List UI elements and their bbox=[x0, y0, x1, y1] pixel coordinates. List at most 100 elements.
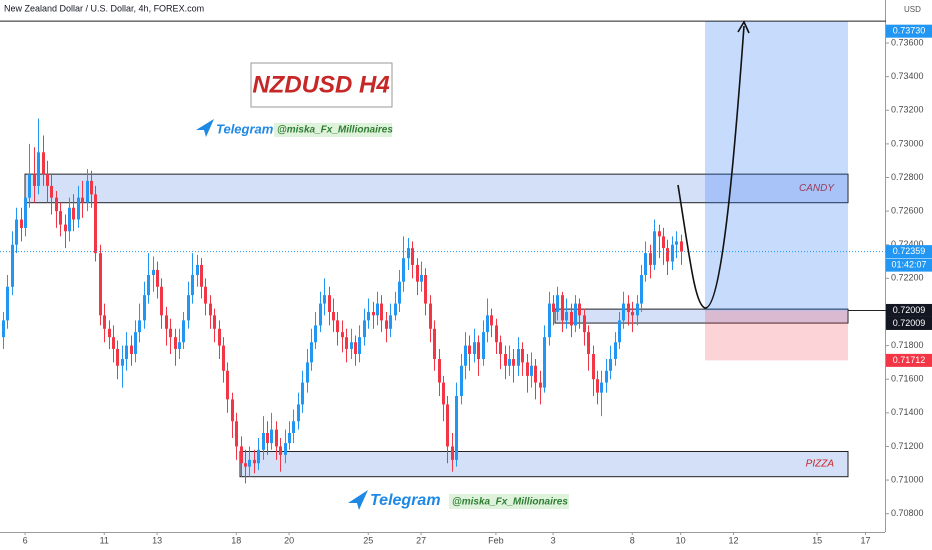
candle-body bbox=[411, 248, 414, 265]
candle-body bbox=[508, 359, 511, 366]
candle-body bbox=[438, 359, 441, 383]
candle-body bbox=[222, 345, 225, 371]
candle-body bbox=[644, 253, 647, 275]
y-tick-label: 0.73600 bbox=[891, 37, 924, 47]
y-tick-label: 0.71200 bbox=[891, 441, 924, 451]
candle-body bbox=[442, 382, 445, 405]
x-tick-label: 3 bbox=[551, 535, 556, 545]
candle-body bbox=[433, 328, 436, 360]
x-tick-label: 10 bbox=[676, 535, 686, 545]
candle-body bbox=[358, 337, 361, 354]
candle-body bbox=[240, 446, 243, 464]
candle-body bbox=[152, 269, 155, 275]
candle-body bbox=[178, 342, 181, 349]
candle-body bbox=[231, 399, 234, 422]
candle-body bbox=[323, 295, 326, 304]
candle-body bbox=[345, 337, 348, 349]
candle-body bbox=[539, 382, 542, 388]
candle-body bbox=[526, 362, 529, 376]
telegram-handle: @miska_Fx_Millionaires bbox=[277, 125, 393, 136]
candle-body bbox=[530, 365, 533, 376]
candle-body bbox=[600, 382, 603, 393]
y-tick-label: 0.71400 bbox=[891, 407, 924, 417]
candle-body bbox=[306, 362, 309, 383]
candle-body bbox=[270, 429, 273, 444]
candle-body bbox=[213, 315, 216, 329]
candle-body bbox=[72, 207, 75, 220]
candle-body bbox=[618, 320, 621, 343]
candle-body bbox=[631, 311, 634, 316]
candle-body bbox=[556, 295, 559, 312]
candle-body bbox=[517, 348, 520, 366]
candle-body bbox=[402, 258, 405, 282]
candle-body bbox=[301, 382, 304, 405]
candle-body bbox=[59, 211, 62, 225]
telegram-label: Telegram bbox=[370, 492, 441, 509]
y-tick-label: 0.72400 bbox=[891, 239, 924, 249]
countdown: 01:42:07 bbox=[891, 260, 926, 270]
zone-label: CANDY bbox=[799, 183, 835, 194]
target-label: 0.73730 bbox=[893, 26, 926, 36]
telegram-handle: @miska_Fx_Millionaires bbox=[452, 497, 568, 508]
candle-body bbox=[174, 337, 177, 349]
candle-body bbox=[147, 274, 150, 296]
candle-body bbox=[675, 241, 678, 245]
handle-bg bbox=[274, 123, 392, 137]
candle-body bbox=[253, 459, 256, 464]
candle-body bbox=[341, 332, 344, 338]
target-label-bg bbox=[886, 24, 932, 38]
candle-body bbox=[50, 185, 53, 198]
candle-body bbox=[596, 379, 599, 393]
candle-body bbox=[446, 404, 449, 447]
candle-body bbox=[103, 315, 106, 329]
candle-body bbox=[649, 253, 652, 265]
candle-body bbox=[328, 295, 331, 312]
candle-body bbox=[636, 303, 639, 316]
candle-body bbox=[297, 404, 300, 422]
candle-body bbox=[182, 320, 185, 343]
badge-box bbox=[250, 62, 393, 108]
candle-body bbox=[77, 197, 80, 220]
candle-body bbox=[486, 315, 489, 333]
candle-body bbox=[138, 320, 141, 333]
y-tick-label: 0.73400 bbox=[891, 71, 924, 81]
candle-body bbox=[134, 332, 137, 354]
candle-body bbox=[262, 432, 265, 450]
candle-body bbox=[662, 236, 665, 249]
candle-body bbox=[226, 370, 229, 400]
x-tick-label: 12 bbox=[728, 535, 738, 545]
candle-body bbox=[42, 152, 45, 175]
chart-title: New Zealand Dollar / U.S. Dollar, 4h, FO… bbox=[4, 3, 204, 13]
y-tick-label: 0.71800 bbox=[891, 340, 924, 350]
candle-body bbox=[424, 274, 427, 304]
candle-body bbox=[20, 219, 23, 228]
candle-body bbox=[11, 244, 14, 287]
x-tick-label: Feb bbox=[488, 535, 504, 545]
stop-label-bg bbox=[886, 353, 932, 367]
zone-label: PIZZA bbox=[806, 459, 835, 470]
candle-body bbox=[451, 446, 454, 460]
x-tick-label: 11 bbox=[100, 535, 109, 545]
x-tick-label: 8 bbox=[630, 535, 635, 545]
candle-body bbox=[363, 320, 366, 338]
candle-body bbox=[165, 315, 168, 329]
candle-body bbox=[512, 359, 515, 366]
candle-body bbox=[37, 152, 40, 186]
x-tick-label: 20 bbox=[284, 535, 294, 545]
candle-body bbox=[534, 365, 537, 383]
candle-body bbox=[209, 303, 212, 316]
candle-body bbox=[622, 303, 625, 321]
candle-body bbox=[90, 180, 93, 195]
candle-body bbox=[394, 303, 397, 316]
candle-body bbox=[416, 264, 419, 282]
candle-body bbox=[55, 197, 58, 212]
candle-body bbox=[407, 248, 410, 259]
y-tick-label: 0.71000 bbox=[891, 474, 924, 484]
y-tick-label: 0.70800 bbox=[891, 508, 924, 518]
candle-body bbox=[200, 264, 203, 287]
candle-body bbox=[218, 328, 221, 346]
candle-body bbox=[464, 345, 467, 366]
